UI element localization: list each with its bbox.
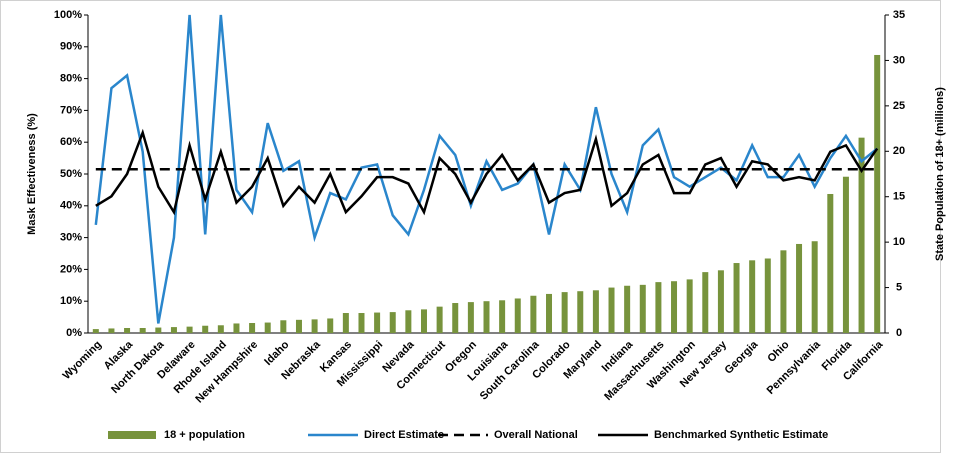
bar xyxy=(639,284,646,333)
bar xyxy=(546,293,553,333)
bar xyxy=(92,329,99,333)
bar xyxy=(186,326,193,333)
bar xyxy=(311,319,318,333)
bar xyxy=(499,300,506,333)
bar xyxy=(483,301,490,333)
bar xyxy=(577,291,584,333)
bar xyxy=(858,137,865,333)
legend-label: Benchmarked Synthetic Estimate xyxy=(654,429,828,441)
bar xyxy=(108,328,115,333)
bar xyxy=(749,260,756,333)
bar xyxy=(780,250,787,333)
bar xyxy=(671,281,678,333)
bar xyxy=(827,193,834,333)
bar xyxy=(796,243,803,333)
y-tick-label: 40% xyxy=(60,200,82,212)
bar xyxy=(608,287,615,333)
bar xyxy=(467,302,474,333)
y2-tick-label: 5 xyxy=(896,281,902,293)
y-tick-label: 80% xyxy=(60,73,82,85)
y-tick-label: 50% xyxy=(60,168,82,180)
bar xyxy=(874,54,881,333)
bar xyxy=(342,313,349,333)
bar xyxy=(733,263,740,333)
y2-axis-label: State Population of 18+ (millions) xyxy=(934,87,946,261)
y-axis-label: Mask Effectiveness (%) xyxy=(26,113,38,235)
bar xyxy=(327,318,334,333)
bar xyxy=(202,325,209,333)
bar xyxy=(592,290,599,333)
y-tick-label: 0% xyxy=(66,327,82,339)
bar xyxy=(686,279,693,333)
y2-tick-label: 10 xyxy=(893,236,905,248)
bar xyxy=(139,328,146,333)
y-tick-label: 20% xyxy=(60,263,82,275)
legend-label: 18 + population xyxy=(164,429,245,441)
bar xyxy=(452,303,459,333)
y-tick-label: 90% xyxy=(60,41,82,53)
bar xyxy=(249,323,256,333)
bar xyxy=(514,298,521,333)
line-series xyxy=(95,128,879,216)
legend-swatch xyxy=(108,431,156,439)
bar xyxy=(655,282,662,333)
legend-label: Overall National xyxy=(494,429,578,441)
y2-tick-label: 30 xyxy=(893,54,905,66)
bar xyxy=(374,312,381,333)
y2-tick-label: 15 xyxy=(893,191,905,203)
bar xyxy=(280,320,287,333)
bar xyxy=(405,310,412,333)
y-tick-label: 10% xyxy=(60,295,82,307)
bar xyxy=(155,327,162,333)
bar xyxy=(295,319,302,333)
y-tick-label: 60% xyxy=(60,136,82,148)
bar xyxy=(420,309,427,333)
bar xyxy=(624,285,631,333)
y-tick-label: 100% xyxy=(54,9,82,21)
bar xyxy=(233,323,240,333)
plot-area xyxy=(92,14,881,333)
y-tick-label: 30% xyxy=(60,232,82,244)
bar xyxy=(124,328,131,333)
bar xyxy=(217,325,224,333)
bar xyxy=(358,313,365,333)
bar xyxy=(764,258,771,333)
bar xyxy=(264,322,271,333)
bar xyxy=(702,272,709,333)
bar xyxy=(530,295,537,333)
bar xyxy=(811,241,818,333)
bar xyxy=(436,306,443,333)
y2-tick-label: 35 xyxy=(893,9,905,21)
y2-tick-label: 20 xyxy=(893,145,905,157)
y-tick-label: 70% xyxy=(60,104,82,116)
bar xyxy=(170,327,177,333)
bar xyxy=(717,270,724,333)
bar xyxy=(561,292,568,333)
legend-label: Direct Estimate xyxy=(364,429,444,441)
y2-tick-label: 0 xyxy=(896,327,902,339)
line-series xyxy=(94,14,878,324)
y2-tick-label: 25 xyxy=(893,100,905,112)
bar xyxy=(842,176,849,333)
bar xyxy=(389,312,396,333)
